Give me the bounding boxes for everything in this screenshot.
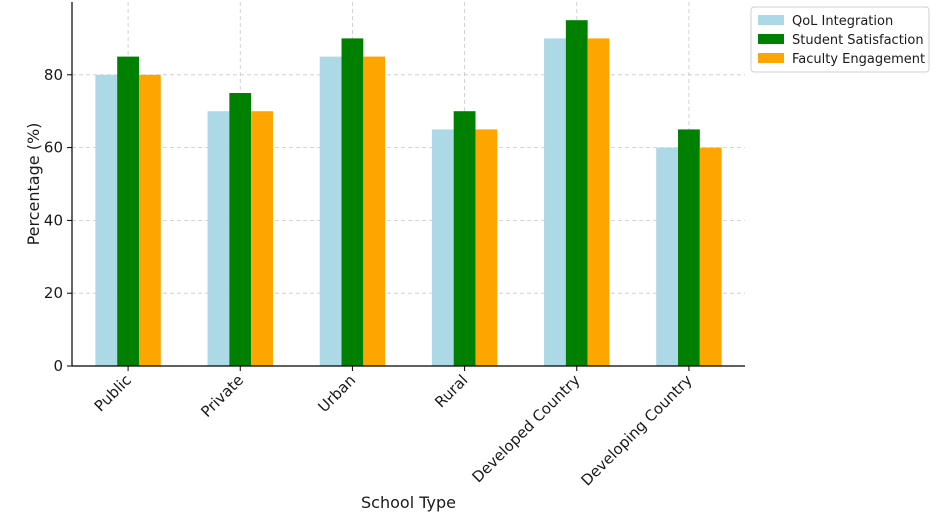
legend: QoL Integration Student Satisfaction Facul… [750, 6, 930, 73]
legend-label: QoL Integration [792, 14, 893, 29]
bars [95, 20, 722, 367]
x-tick-label: Rural [431, 371, 471, 411]
bar [431, 129, 454, 366]
x-tick-label: Developed Country [468, 371, 583, 486]
grid [72, 2, 745, 366]
y-tick-label: 0 [53, 357, 63, 375]
y-tick-label: 40 [44, 211, 63, 229]
bar [229, 93, 252, 366]
x-axis-title: School Type [361, 493, 456, 512]
bar [363, 56, 386, 366]
legend-label: Faculty Engagement [792, 52, 925, 67]
y-tick-labels: 0 20 40 60 80 [44, 66, 63, 375]
bar [117, 56, 139, 366]
y-tick-label: 20 [44, 284, 63, 302]
y-axis-title: Percentage (%) [24, 123, 43, 246]
x-tick-label: Urban [314, 371, 359, 416]
legend-swatch [758, 15, 784, 25]
bar [453, 111, 476, 366]
bar [475, 129, 498, 366]
x-tick-label: Public [91, 371, 135, 415]
bar [699, 147, 722, 366]
bar [138, 74, 161, 367]
bar [678, 129, 700, 366]
bar [587, 38, 610, 367]
legend-frame [750, 6, 930, 73]
legend-swatch [758, 34, 784, 44]
bar [565, 20, 588, 366]
bar [544, 38, 566, 367]
bar [251, 111, 273, 366]
bar [656, 147, 679, 366]
axes [67, 2, 745, 371]
x-tick-label: Developing Country [577, 371, 695, 489]
bar [95, 74, 118, 367]
y-tick-label: 80 [44, 66, 63, 84]
bar [319, 56, 342, 366]
x-tick-label: Private [197, 371, 247, 421]
legend-label: Student Satisfaction [792, 33, 924, 48]
legend-swatch [758, 53, 784, 63]
bar [341, 38, 364, 367]
bar [207, 111, 230, 366]
y-tick-label: 60 [44, 139, 63, 157]
